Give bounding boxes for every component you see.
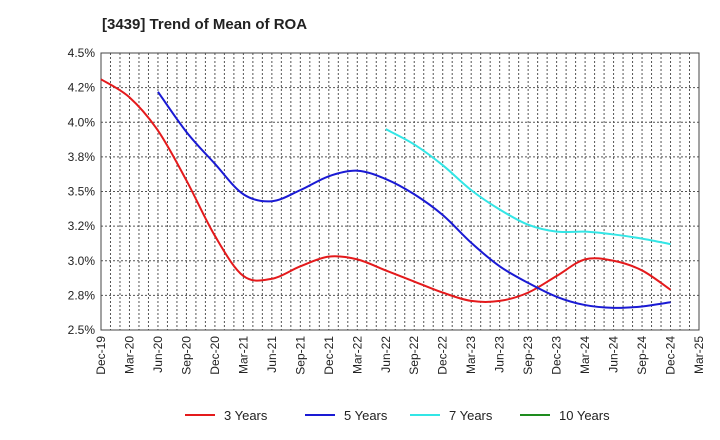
x-tick-label: Mar-24: [578, 336, 592, 374]
series-lines: [100, 78, 672, 309]
x-tick-label: Dec-24: [664, 336, 678, 375]
chart-title: [3439] Trend of Mean of ROA: [102, 16, 307, 33]
axes: 2.5% 2.8% 3.0% 3.2% 3.5% 3.8% 4.0% 4.2% 4.5% Dec-…: [68, 46, 706, 375]
y-tick-label: 3.2%: [68, 219, 96, 233]
y-tick-label: 4.0%: [68, 115, 96, 129]
x-tick-label: Mar-21: [236, 336, 250, 374]
legend: 3 Years 5 Years 7 Years 10 Years: [185, 408, 610, 423]
x-tick-label: Dec-22: [436, 336, 450, 375]
x-tick-label: Dec-23: [550, 336, 564, 375]
legend-label-7-years: 7 Years: [449, 408, 493, 423]
x-tick-label: Jun-20: [151, 336, 165, 373]
y-tick-label: 3.0%: [68, 254, 96, 268]
x-tick-label: Jun-21: [265, 336, 279, 373]
x-tick-label: Mar-22: [350, 336, 364, 374]
y-tick-label: 2.5%: [68, 323, 96, 337]
x-tick-label: Sep-21: [293, 336, 307, 375]
x-tick-label: Sep-22: [407, 336, 421, 375]
y-tick-label: 2.8%: [68, 288, 96, 302]
series-line-3-years: [100, 78, 672, 303]
series-line-7-years: [385, 128, 671, 246]
x-tick-label: Mar-25: [692, 336, 706, 374]
x-tick-label: Sep-20: [179, 336, 193, 375]
y-tick-label: 4.5%: [68, 46, 96, 60]
legend-label-10-years: 10 Years: [559, 408, 610, 423]
series-line-5-years: [157, 91, 671, 309]
x-tick-label: Mar-23: [464, 336, 478, 374]
x-tick-label: Jun-22: [379, 336, 393, 373]
legend-label-5-years: 5 Years: [344, 408, 388, 423]
x-tick-label: Dec-21: [322, 336, 336, 375]
y-tick-label: 3.8%: [68, 150, 96, 164]
x-tick-label: Dec-20: [208, 336, 222, 375]
grid: [100, 52, 700, 331]
x-tick-label: Jun-23: [493, 336, 507, 373]
y-tick-label: 4.2%: [68, 81, 96, 95]
x-tick-label: Sep-24: [635, 336, 649, 375]
x-tick-label: Sep-23: [521, 336, 535, 375]
plot-frame: [100, 52, 700, 331]
x-tick-label: Dec-19: [94, 336, 108, 375]
legend-label-3-years: 3 Years: [224, 408, 268, 423]
y-tick-label: 3.5%: [68, 185, 96, 199]
x-tick-label: Mar-20: [122, 336, 136, 374]
x-tick-label: Jun-24: [607, 336, 621, 373]
